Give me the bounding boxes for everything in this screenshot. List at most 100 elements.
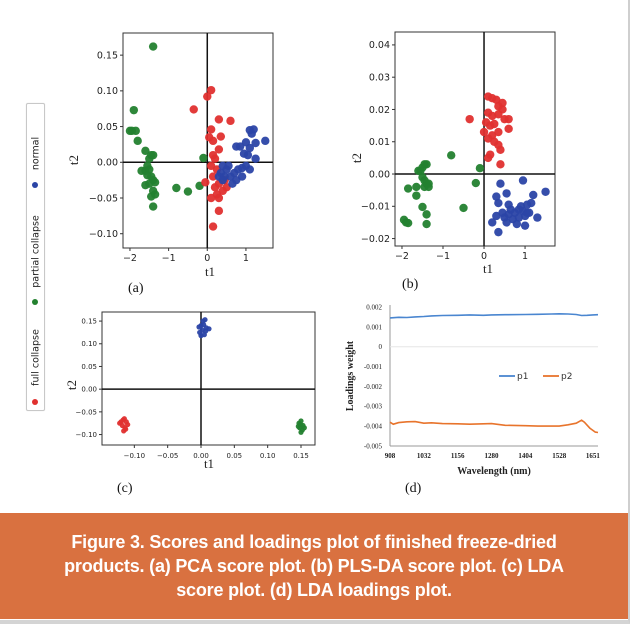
- data-point: [471, 178, 481, 188]
- data-point: [527, 198, 536, 208]
- data-point: [261, 136, 270, 146]
- data-point: [206, 85, 216, 95]
- data-point: [298, 429, 304, 435]
- data-point: [203, 92, 212, 101]
- y-tick-label: 0.10: [97, 86, 118, 97]
- y-tick-label: 0.03: [369, 73, 390, 84]
- y-tick-label: 0: [379, 343, 383, 351]
- panel-label: (c): [117, 481, 133, 496]
- panel-label: (a): [128, 281, 144, 296]
- data-point: [125, 126, 135, 136]
- data-point: [214, 145, 224, 154]
- chart-panel-c: −0.10 −0.05 0.00 0.05 0.10 0.15 −0.10 −0.05 0.00…: [64, 311, 316, 496]
- data-point: [141, 146, 150, 156]
- y-tick-label: 0.002: [366, 303, 382, 311]
- y-tick-label: 0.04: [369, 40, 390, 51]
- x-tick-label: −0.05: [157, 452, 178, 460]
- legend-marker-icon: [32, 299, 38, 305]
- data-point: [208, 136, 218, 146]
- data-point: [403, 218, 413, 228]
- y-tick-label: 0.01: [369, 137, 390, 148]
- data-point: [224, 161, 233, 171]
- y-axis-label: t2: [64, 380, 79, 390]
- y-tick-label: -0.005: [364, 442, 383, 450]
- y-tick-label: 0.10: [81, 340, 97, 348]
- x-tick-label: 1528: [552, 452, 567, 460]
- y-tick-label: 0.15: [97, 50, 118, 61]
- y-tick-label: -0.003: [364, 403, 383, 411]
- x-tick-label: 0.15: [293, 452, 309, 460]
- data-point: [492, 95, 501, 104]
- y-tick-label: -0.004: [364, 423, 383, 431]
- data-point: [189, 105, 198, 114]
- data-point: [120, 417, 126, 423]
- y-tick-label: 0.05: [97, 122, 118, 133]
- data-point: [422, 160, 431, 169]
- y-tick-label: −0.10: [89, 229, 118, 240]
- data-point: [412, 191, 421, 200]
- data-point: [251, 138, 260, 148]
- x-tick-label: 1156: [451, 452, 465, 460]
- x-tick-label: 0.05: [227, 452, 243, 460]
- data-point: [208, 172, 218, 181]
- data-point: [494, 198, 503, 208]
- data-point: [117, 420, 123, 426]
- data-point: [125, 421, 131, 428]
- data-point: [465, 114, 474, 124]
- legend-label: normal: [30, 136, 41, 171]
- data-point: [504, 114, 513, 124]
- data-point: [214, 115, 224, 124]
- data-point: [533, 213, 542, 222]
- series-normal: [488, 176, 550, 237]
- data-point: [494, 227, 503, 237]
- data-point: [529, 190, 538, 200]
- data-point: [424, 182, 433, 192]
- data-point: [504, 124, 513, 134]
- data-point: [210, 183, 220, 192]
- x-tick-label: 0.00: [193, 452, 209, 460]
- x-tick-label: 0.10: [260, 452, 276, 460]
- data-point: [506, 205, 515, 214]
- y-tick-label: 0.15: [81, 318, 97, 326]
- x-tick-label: 1032: [417, 452, 432, 460]
- y-tick-label: −0.10: [76, 431, 97, 439]
- data-point: [418, 202, 427, 212]
- legend-item-partial-collapse: partial collapse: [27, 200, 44, 305]
- plot-frame: [122, 32, 274, 249]
- data-point: [496, 160, 505, 169]
- data-point: [199, 153, 208, 163]
- data-point: [129, 105, 139, 115]
- series-normal: [196, 317, 212, 339]
- x-tick-label: 1404: [518, 452, 533, 460]
- data-point: [137, 166, 146, 176]
- data-point: [483, 134, 493, 143]
- data-point: [479, 127, 489, 137]
- data-point: [403, 184, 413, 193]
- data-point: [245, 165, 255, 174]
- chart-panel-b: −2 −1 0 1 −0.02 −0.01 0.00 0.01 0.02 0.03 0.04 t1 t2…: [349, 31, 556, 292]
- x-tick-label: −1: [436, 251, 450, 262]
- panel-label: (d): [405, 481, 422, 496]
- data-point: [494, 110, 503, 119]
- data-point: [183, 187, 193, 196]
- y-tick-label: 0.00: [97, 158, 118, 169]
- data-point: [251, 154, 260, 163]
- data-point: [422, 210, 431, 219]
- series-partial-collapse: [295, 418, 307, 435]
- class-legend: normal partial collapse full collapse: [26, 103, 45, 411]
- data-point: [301, 425, 307, 431]
- y-tick-label: -0.002: [364, 383, 383, 391]
- data-point: [214, 206, 224, 216]
- x-axis-label: t1: [205, 264, 215, 279]
- series-partial-collapse: [399, 151, 485, 229]
- x-tick-label: −2: [395, 251, 409, 262]
- data-point: [235, 142, 245, 151]
- x-tick-label: 1: [243, 253, 249, 264]
- data-point: [143, 161, 152, 171]
- data-point: [216, 132, 226, 141]
- data-point: [414, 166, 423, 175]
- data-point: [512, 219, 522, 229]
- data-point: [198, 333, 204, 339]
- legend-item-normal: normal: [27, 104, 44, 204]
